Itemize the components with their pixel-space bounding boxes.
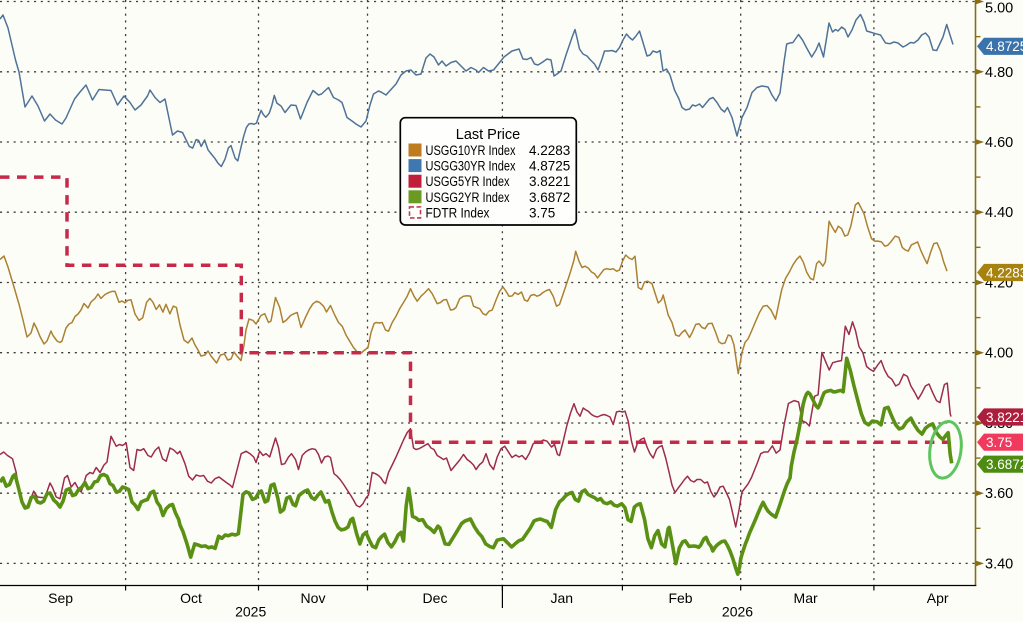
svg-text:USGG5YR Index: USGG5YR Index (426, 174, 510, 189)
svg-text:2026: 2026 (722, 604, 753, 618)
svg-text:3.40: 3.40 (985, 556, 1013, 572)
svg-text:4.8725: 4.8725 (986, 39, 1023, 54)
svg-text:Oct: Oct (180, 590, 202, 606)
svg-text:3.8221: 3.8221 (529, 174, 570, 189)
svg-text:Mar: Mar (794, 590, 818, 606)
svg-text:4.80: 4.80 (985, 65, 1013, 81)
svg-text:USGG10YR Index: USGG10YR Index (426, 143, 516, 158)
svg-text:3.75: 3.75 (986, 435, 1012, 450)
svg-text:5.00: 5.00 (985, 1, 1013, 17)
svg-text:3.75: 3.75 (529, 205, 555, 220)
svg-text:3.6872: 3.6872 (529, 190, 570, 205)
svg-text:Apr: Apr (927, 590, 949, 606)
svg-text:Dec: Dec (423, 590, 448, 606)
svg-text:FDTR Index: FDTR Index (426, 205, 490, 220)
svg-text:Jan: Jan (551, 590, 574, 606)
svg-text:4.60: 4.60 (985, 135, 1013, 151)
svg-text:3.8221: 3.8221 (986, 410, 1023, 425)
svg-text:4.2283: 4.2283 (529, 143, 570, 158)
svg-text:3.6872: 3.6872 (986, 457, 1023, 472)
svg-text:4.8725: 4.8725 (529, 159, 570, 174)
svg-text:3.60: 3.60 (985, 486, 1013, 502)
svg-text:Last Price: Last Price (456, 127, 520, 143)
svg-text:Sep: Sep (48, 590, 73, 606)
svg-text:4.40: 4.40 (985, 205, 1013, 221)
svg-text:4.2283: 4.2283 (986, 265, 1023, 280)
svg-text:4.00: 4.00 (985, 346, 1013, 362)
svg-text:Feb: Feb (668, 590, 692, 606)
svg-text:USGG30YR Index: USGG30YR Index (426, 159, 516, 174)
svg-text:Nov: Nov (301, 590, 326, 606)
svg-text:2025: 2025 (235, 604, 266, 618)
svg-text:USGG2YR Index: USGG2YR Index (426, 190, 510, 205)
